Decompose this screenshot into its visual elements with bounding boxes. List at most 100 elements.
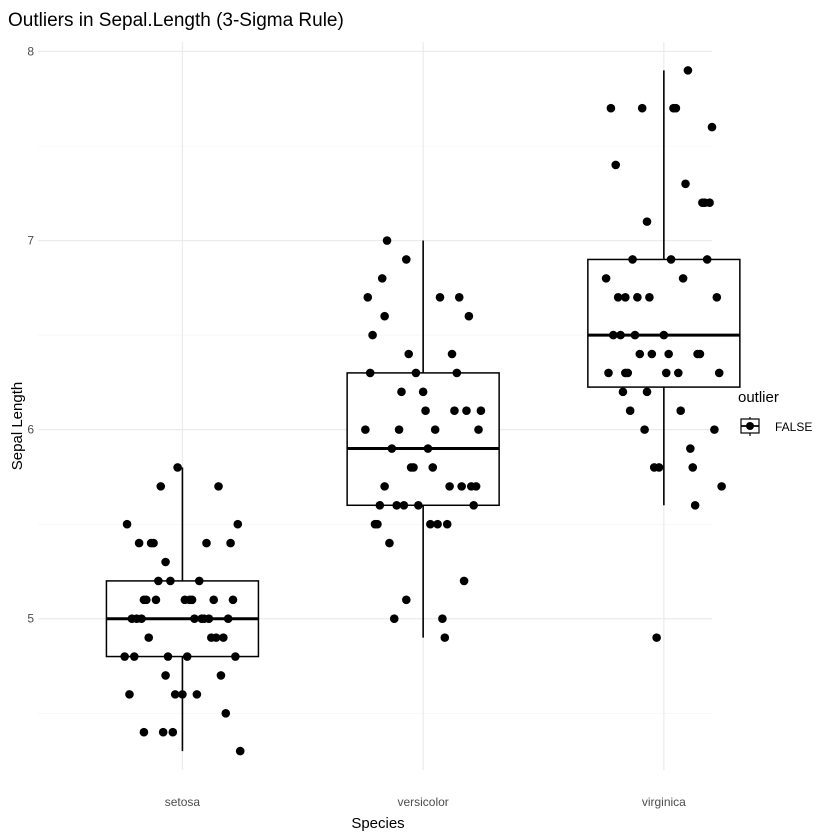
x-tick-label: setosa <box>165 795 201 809</box>
data-point-setosa <box>226 538 235 548</box>
data-point-versicolor <box>447 349 457 359</box>
data-point-virginica <box>690 500 700 510</box>
data-point-setosa <box>166 576 175 586</box>
data-point-virginica <box>702 255 712 264</box>
data-point-virginica <box>707 122 717 132</box>
data-point-virginica <box>717 482 726 491</box>
data-point-versicolor <box>442 519 452 529</box>
data-point-versicolor <box>397 387 406 397</box>
data-point-setosa <box>197 614 206 624</box>
legend-key <box>740 417 760 436</box>
legend-label-false: FALSE <box>775 420 812 434</box>
y-tick-label: 7 <box>27 234 34 248</box>
data-point-versicolor <box>377 274 387 283</box>
data-point-virginica <box>628 255 637 264</box>
data-point-setosa <box>209 595 219 605</box>
legend-title: outlier <box>738 389 779 406</box>
data-point-versicolor <box>401 595 411 605</box>
data-point-setosa <box>134 538 144 548</box>
data-point-versicolor <box>462 406 471 416</box>
data-point-setosa <box>204 614 214 624</box>
data-points <box>120 66 726 756</box>
data-point-virginica <box>678 274 688 283</box>
data-point-virginica <box>659 330 669 340</box>
legend: outlier FALSE <box>738 389 812 436</box>
data-point-setosa <box>129 652 139 661</box>
data-point-versicolor <box>382 236 392 245</box>
data-point-virginica <box>652 633 661 642</box>
y-tick-label: 6 <box>27 423 34 437</box>
data-point-virginica <box>611 160 621 170</box>
data-point-virginica <box>686 444 695 453</box>
data-point-virginica <box>642 217 652 226</box>
data-point-versicolor <box>438 614 447 624</box>
data-point-versicolor <box>430 425 440 434</box>
data-point-setosa <box>219 633 228 642</box>
data-point-virginica <box>714 368 724 378</box>
data-point-versicolor <box>435 292 445 302</box>
y-tick-label: 5 <box>27 612 34 626</box>
data-point-versicolor <box>469 500 478 510</box>
data-point-versicolor <box>421 406 430 416</box>
data-point-versicolor <box>411 368 421 378</box>
x-tick-label: versicolor <box>397 795 448 809</box>
data-point-setosa <box>151 595 161 605</box>
data-point-virginica <box>664 349 673 359</box>
boxplot-virginica <box>587 70 741 506</box>
data-point-setosa <box>158 727 168 737</box>
data-point-versicolor <box>459 576 469 586</box>
data-point-setosa <box>235 746 245 756</box>
data-point-setosa <box>173 463 182 472</box>
data-point-virginica <box>666 255 676 264</box>
x-tick-label: virginica <box>642 795 686 809</box>
data-point-virginica <box>661 368 671 378</box>
data-point-virginica <box>712 292 722 302</box>
data-point-virginica <box>676 406 686 416</box>
data-point-setosa <box>168 727 178 737</box>
x-axis-title: Species <box>351 815 404 832</box>
data-point-versicolor <box>380 311 389 321</box>
data-point-virginica <box>635 349 645 359</box>
data-point-virginica <box>647 349 657 359</box>
data-point-versicolor <box>445 482 454 491</box>
data-point-virginica <box>606 103 616 113</box>
data-point-versicolor <box>454 292 464 302</box>
data-point-setosa <box>214 482 223 491</box>
data-point-virginica <box>625 406 635 416</box>
data-point-setosa <box>146 538 156 548</box>
data-point-versicolor <box>426 519 435 529</box>
data-point-setosa <box>211 633 221 642</box>
data-point-virginica <box>674 368 683 378</box>
data-point-setosa <box>178 690 187 699</box>
data-point-setosa <box>221 708 231 718</box>
data-point-versicolor <box>401 255 411 264</box>
data-point-virginica <box>616 330 625 340</box>
data-point-versicolor <box>380 482 389 491</box>
data-point-versicolor <box>365 368 375 378</box>
data-point-setosa <box>120 652 129 661</box>
data-point-setosa <box>192 690 202 699</box>
data-point-setosa <box>161 557 170 567</box>
data-point-versicolor <box>373 519 382 529</box>
y-axis-ticks: 5 6 7 8 <box>27 44 34 625</box>
data-point-virginica <box>710 425 719 434</box>
data-point-setosa <box>144 633 154 642</box>
boxplot-setosa <box>105 467 260 752</box>
data-point-setosa <box>161 671 170 680</box>
data-point-versicolor <box>440 633 450 642</box>
data-point-versicolor <box>368 330 377 340</box>
data-point-setosa <box>163 652 173 661</box>
data-point-versicolor <box>476 406 486 416</box>
data-point-versicolor <box>363 292 373 302</box>
data-point-virginica <box>630 330 640 340</box>
data-point-virginica <box>681 179 690 189</box>
data-point-virginica <box>683 66 693 75</box>
data-point-setosa <box>233 519 243 529</box>
data-point-versicolor <box>375 500 385 510</box>
x-axis-ticks: setosa versicolor virginica <box>165 795 686 809</box>
data-point-versicolor <box>452 368 462 378</box>
data-point-virginica <box>649 463 659 472</box>
data-point-virginica <box>671 103 681 113</box>
data-point-setosa <box>194 576 204 586</box>
data-point-setosa <box>122 519 132 529</box>
